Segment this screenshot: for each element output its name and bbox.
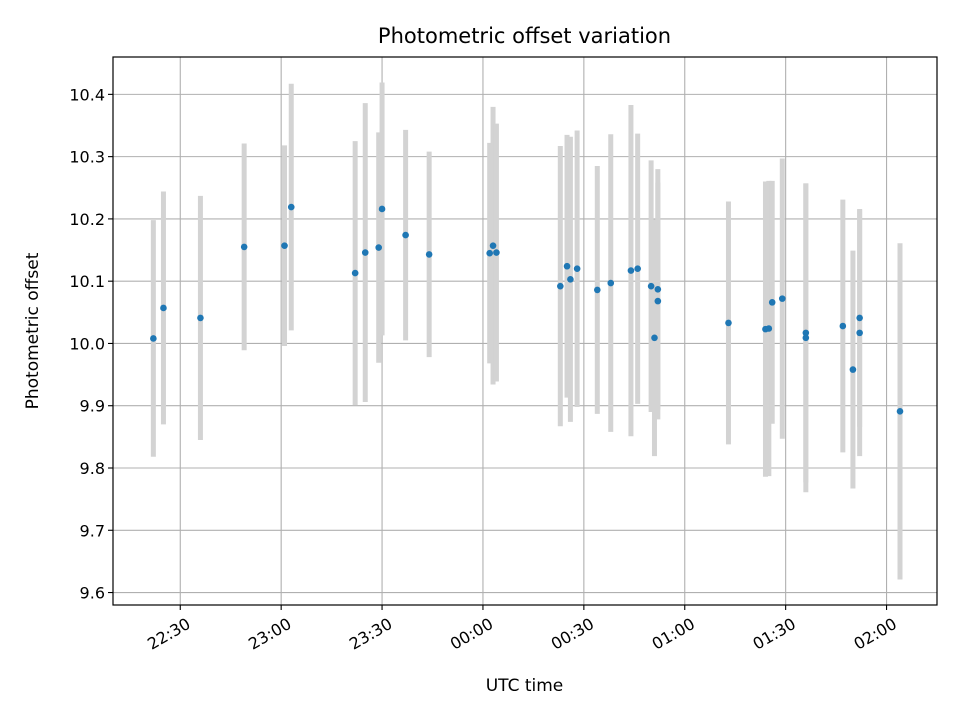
data-point — [281, 242, 288, 249]
y-axis-ticks: 9.6 9.7 9.8 9.9 10.0 10.1 10.2 10.3 10.4 — [69, 85, 113, 603]
data-point — [557, 282, 564, 290]
data-point — [725, 319, 732, 327]
data-point — [802, 334, 810, 342]
data-point — [240, 243, 248, 251]
data-point — [654, 297, 662, 305]
data-point — [594, 286, 601, 294]
y-tick-label: 10.1 — [69, 272, 105, 291]
data-point — [486, 249, 493, 257]
data-point — [567, 276, 574, 283]
data-point — [563, 262, 571, 270]
data-point — [287, 203, 295, 211]
data-point — [802, 329, 810, 337]
data-point — [425, 251, 433, 258]
data-point — [361, 249, 369, 256]
grid-lines — [113, 57, 937, 605]
data-point — [634, 265, 641, 273]
data-point — [849, 366, 857, 373]
data-point — [378, 205, 386, 213]
data-point — [150, 335, 157, 342]
y-tick-label: 9.9 — [80, 397, 105, 416]
data-points — [150, 203, 904, 415]
data-point — [647, 282, 655, 290]
data-point — [160, 304, 167, 312]
data-point — [489, 242, 497, 249]
y-tick-label: 10.0 — [69, 334, 105, 353]
chart-title: Photometric offset variation — [378, 24, 671, 48]
data-point — [839, 322, 847, 330]
data-point — [197, 314, 204, 322]
x-axis-title: UTC time — [486, 676, 564, 696]
y-tick-label: 9.6 — [80, 584, 105, 603]
data-point — [778, 295, 786, 302]
data-point — [351, 269, 359, 277]
data-point — [402, 231, 409, 239]
data-point — [856, 314, 863, 322]
data-point — [765, 325, 773, 332]
data-point — [856, 329, 863, 337]
y-tick-label: 10.2 — [69, 210, 105, 229]
y-axis-title: Photometric offset — [23, 252, 43, 409]
y-tick-label: 10.3 — [69, 148, 105, 167]
data-point — [651, 334, 658, 342]
data-point — [627, 267, 635, 274]
data-point — [607, 279, 615, 287]
plot-area-frame — [112, 56, 938, 606]
y-tick-label: 10.4 — [69, 85, 105, 104]
data-point — [493, 249, 500, 256]
data-point — [896, 408, 904, 415]
data-point — [654, 285, 662, 293]
data-point — [375, 244, 382, 251]
y-tick-label: 9.8 — [80, 459, 105, 478]
data-point — [768, 299, 776, 306]
data-point — [573, 265, 581, 273]
y-tick-label: 9.7 — [80, 521, 105, 540]
